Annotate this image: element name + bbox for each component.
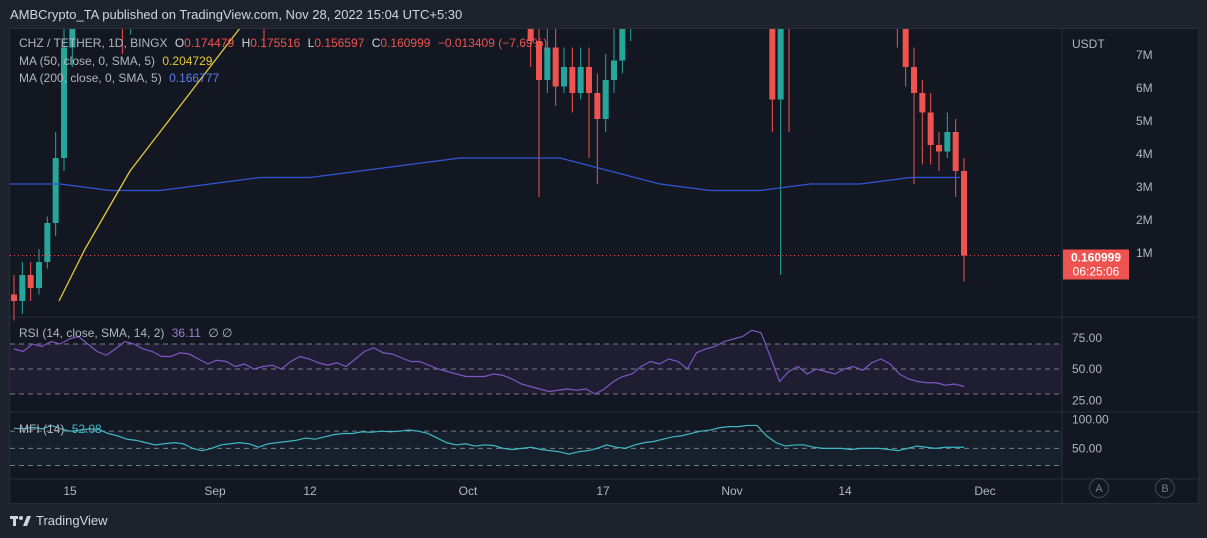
candle-body [544,47,551,80]
candle-body [619,29,626,61]
time-axis-label: 17 [596,484,610,498]
close-label: C [371,36,381,50]
rsi-axis-tick: 50.00 [1072,362,1102,376]
price-axis-currency: USDT [1072,37,1105,51]
candle-body [11,294,17,301]
mfi-line [13,424,964,455]
time-axis-label: Sep [204,484,226,498]
time-axis-label: 12 [303,484,317,498]
main-legend: CHZ / TETHER, 1D, BINGX O0.174479 H0.175… [19,36,551,50]
auto-scale-button[interactable]: A [1089,478,1109,498]
low-value: 0.156597 [314,36,365,50]
volume-axis-tick: 5M [1136,114,1153,128]
mfi-label: MFI (14) [19,422,65,436]
footer: TradingView [10,513,108,528]
change-value: −0.013409 (−7.69%) [437,36,548,50]
candle-body [919,93,926,113]
open-value: 0.174479 [184,36,235,50]
volume-axis-tick: 1M [1136,246,1153,260]
time-axis-label: 14 [838,484,852,498]
ma200-value: 0.166777 [169,71,220,85]
candle-body [577,67,584,93]
candle-body [561,67,567,87]
mfi-legend: MFI (14) 52.08 [19,422,106,436]
volume-axis-tick: 6M [1136,81,1153,95]
high-label: H [241,36,251,50]
candle-body [27,275,34,288]
rsi-line [13,329,965,395]
volume-axis-tick: 7M [1136,48,1153,62]
candle-body [536,41,542,80]
rsi-label: RSI (14, close, SMA, 14, 2) [19,326,165,340]
volume-axis-tick: 2M [1136,213,1153,227]
rsi-axis-tick: 75.00 [1072,331,1102,345]
candle-body [19,275,26,301]
current-price-badge [1063,249,1129,280]
publish-header: AMBCrypto_TA published on TradingView.co… [10,7,463,22]
candle-body [902,29,909,67]
low-label: L [307,36,315,50]
ma200-line [10,157,960,192]
candle-body [777,29,784,100]
ma50-line [58,29,241,302]
chart-canvas[interactable]: USDT0.3000000.2500000.2000007M6M5M4M3M2M… [10,29,1200,505]
time-axis-label: 15 [63,484,77,498]
candle-body [927,112,934,145]
ma50-value: 0.204729 [162,54,213,68]
volume-axis-tick: 3M [1136,180,1153,194]
time-axis-label: Oct [459,484,478,498]
mfi-axis-tick: 100.00 [1072,413,1109,427]
close-value: 0.160999 [380,36,431,50]
candle-body [569,67,576,93]
candle-body [52,158,59,223]
mfi-axis-tick: 50.00 [1072,441,1102,455]
ma50-label: MA (50, close, 0, SMA, 5) [19,54,156,68]
candle-body [552,47,559,87]
candle-body [69,29,76,48]
rsi-legend: RSI (14, close, SMA, 14, 2) 36.11 ∅ ∅ [19,326,236,340]
time-axis-label: Nov [721,484,742,498]
rsi-value: 36.11 [171,326,201,340]
candle-body [911,67,917,93]
candle-body [586,67,592,93]
candle-body [936,145,942,152]
time-axis-label: Dec [974,484,995,498]
candle-body [611,60,617,80]
candle-body [944,132,951,152]
b-button[interactable]: B [1155,478,1175,498]
tradingview-logo-icon [10,515,31,526]
rsi-axis-tick: 25.00 [1072,393,1102,407]
candle-body [61,47,67,158]
ma200-legend: MA (200, close, 0, SMA, 5) 0.166777 [19,71,223,85]
tradingview-brand: TradingView [36,513,108,528]
ma50-legend: MA (50, close, 0, SMA, 5) 0.204729 [19,54,216,68]
chart-frame[interactable]: USDT0.3000000.2500000.2000007M6M5M4M3M2M… [9,28,1200,505]
candle-body [527,29,534,41]
candle-body [952,132,959,171]
open-label: O [174,36,185,50]
candle-body [769,29,776,100]
mfi-value: 52.08 [71,422,102,436]
high-value: 0.175516 [250,36,301,50]
candle-body [44,223,51,262]
rsi-extra: ∅ ∅ [208,326,233,340]
candle-body [594,93,601,119]
countdown-label: 06:25:06 [1073,265,1120,279]
candle-body [36,262,42,288]
volume-axis-tick: 4M [1136,147,1153,161]
current-price-label: 0.160999 [1071,251,1121,265]
candle-body [961,171,967,256]
symbol-label: CHZ / TETHER, 1D, BINGX [19,36,168,50]
ma200-label: MA (200, close, 0, SMA, 5) [19,71,162,85]
candle-body [602,80,609,119]
